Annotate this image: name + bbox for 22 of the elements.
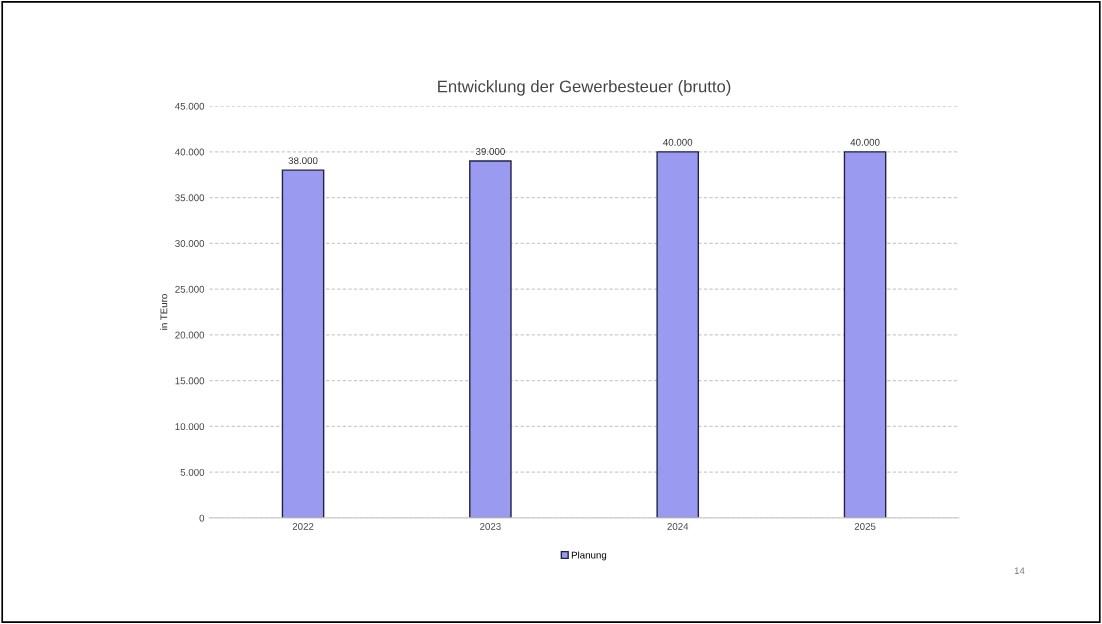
y-tick-label: 30.000 <box>175 240 205 247</box>
legend-label: Planung <box>571 551 607 561</box>
data-label: 40.000 <box>663 138 693 146</box>
chart-title: Entwicklung der Gewerbesteuer (brutto) <box>438 80 731 96</box>
data-label: 40.000 <box>850 138 880 146</box>
y-tick-label: 20.000 <box>175 331 205 339</box>
y-tick-label: 15.000 <box>175 377 205 385</box>
text: 14 <box>1014 567 1025 575</box>
y-tick-label: 25.000 <box>175 285 205 293</box>
x-tick-label: 2023 <box>480 523 501 530</box>
data-label: 38.000 <box>288 157 318 165</box>
y-tick-label: 0 <box>199 514 205 522</box>
y-tick-label: 10.000 <box>175 423 205 431</box>
y-tick-label: 40.000 <box>175 148 205 156</box>
y-axis-title: in TEuro <box>160 294 168 330</box>
x-tick-label: 2022 <box>292 523 314 530</box>
y-tick-label: 45.000 <box>175 102 205 110</box>
data-label: 39.000 <box>475 148 505 155</box>
y-tick-label: 35.000 <box>175 194 205 202</box>
x-tick-label: 2025 <box>854 523 876 530</box>
x-tick-label: 2024 <box>667 523 689 530</box>
y-tick-label: 5.000 <box>180 468 205 476</box>
